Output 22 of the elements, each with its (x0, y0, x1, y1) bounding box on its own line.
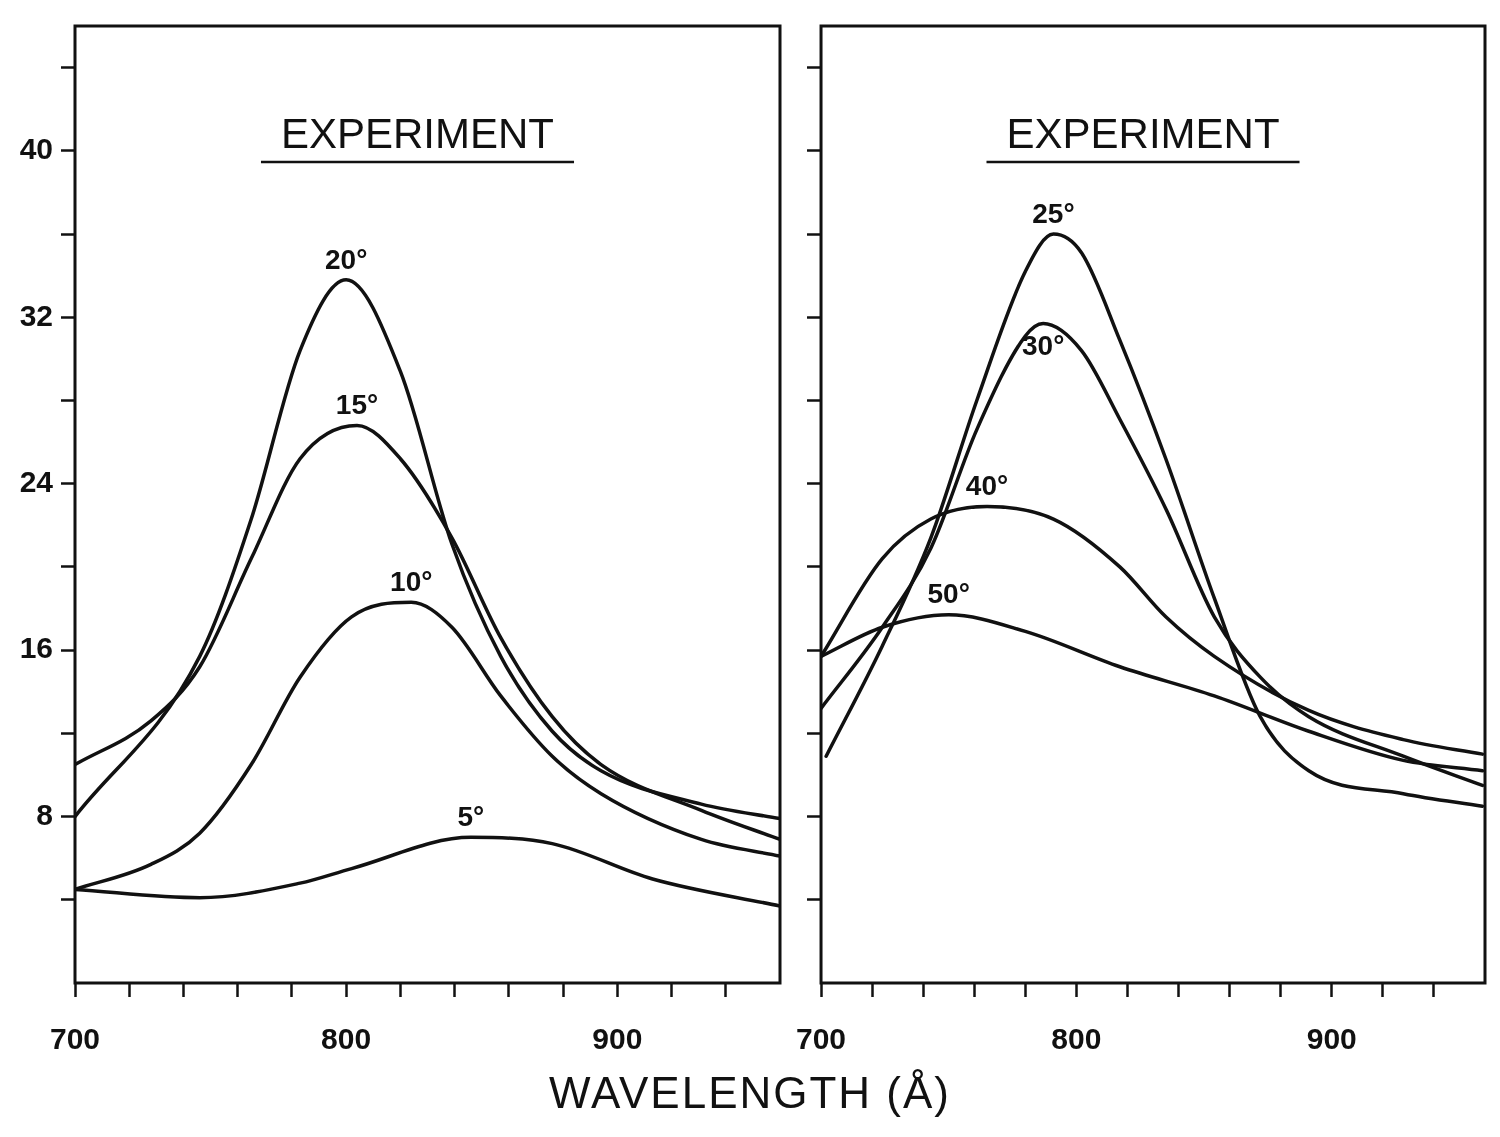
y-tick-label: 40 (19, 132, 53, 166)
x-tick-label: 800 (321, 1022, 372, 1056)
x-tick-label: 700 (49, 1022, 101, 1056)
text: EXPERIMENT (1006, 110, 1280, 157)
text: EXPERIMENT (280, 110, 555, 157)
series-label: 15° (335, 389, 379, 421)
series-label: 5° (457, 801, 485, 833)
x-axis-title: WAVELENGTH (Å) (548, 1068, 952, 1118)
x-tick-label: 900 (592, 1022, 643, 1056)
series-label: 30° (1022, 330, 1065, 362)
series-label: 20° (324, 243, 368, 275)
series-label: 25° (1032, 197, 1075, 229)
x-tick-label: 800 (1051, 1022, 1102, 1056)
x-tick-label: 900 (1306, 1022, 1357, 1056)
y-tick-label: 8 (36, 797, 53, 831)
series-label: 10° (390, 566, 433, 597)
series-label: 40° (965, 470, 1009, 502)
series-label: 50° (927, 578, 970, 610)
y-tick-label: 24 (19, 464, 54, 498)
x-tick-label: 700 (796, 1022, 847, 1056)
y-tick-label: 16 (19, 631, 53, 665)
y-tick-label: 32 (19, 298, 53, 332)
